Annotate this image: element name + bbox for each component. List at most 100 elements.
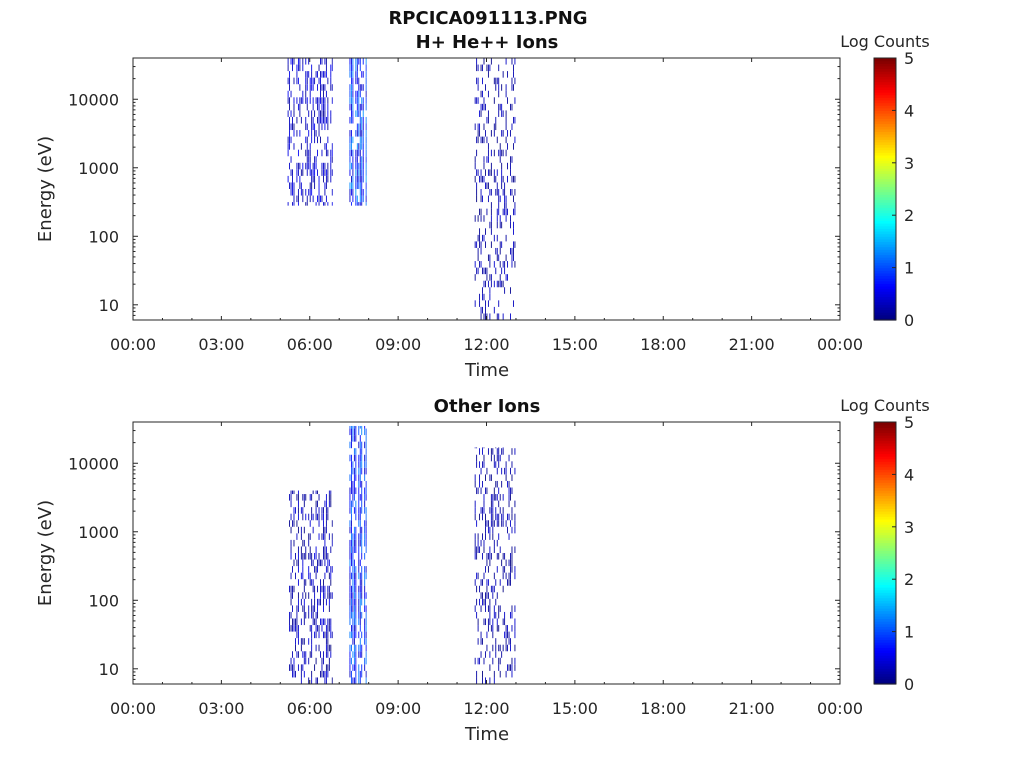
heatmap-cell bbox=[474, 546, 476, 553]
heatmap-cell bbox=[476, 611, 478, 619]
heatmap-cell bbox=[349, 579, 351, 586]
heatmap-cell bbox=[490, 130, 492, 137]
heatmap-cell bbox=[302, 572, 304, 580]
heatmap-cell bbox=[349, 143, 351, 150]
colorbar-segment bbox=[874, 123, 896, 127]
heatmap-cell bbox=[511, 553, 513, 560]
colorbar-segment bbox=[874, 259, 896, 263]
heatmap-cell bbox=[489, 559, 491, 567]
heatmap-cell bbox=[350, 461, 352, 468]
heatmap-cell bbox=[330, 644, 332, 652]
colorbar-segment bbox=[874, 555, 896, 559]
heatmap-cell bbox=[299, 84, 301, 91]
heatmap-cell bbox=[499, 507, 501, 514]
heatmap-cell bbox=[330, 651, 332, 658]
heatmap-cell bbox=[293, 123, 295, 131]
heatmap-cell bbox=[297, 77, 299, 85]
heatmap-cell bbox=[318, 116, 320, 124]
heatmap-cell bbox=[476, 585, 478, 593]
heatmap-cell bbox=[498, 64, 500, 72]
heatmap-cell bbox=[321, 513, 323, 521]
colorbar-tick-label: 3 bbox=[904, 518, 914, 537]
heatmap-cell bbox=[323, 90, 324, 98]
heatmap-cell bbox=[487, 64, 489, 72]
heatmap-cell bbox=[312, 490, 314, 495]
heatmap-cell bbox=[365, 487, 367, 495]
heatmap-cell bbox=[303, 526, 305, 534]
heatmap-cell bbox=[305, 149, 307, 157]
heatmap-cell bbox=[477, 254, 479, 262]
heatmap-cell bbox=[514, 566, 516, 573]
colorbar-segment bbox=[874, 199, 896, 203]
heatmap-cell bbox=[311, 513, 313, 521]
heatmap-cell bbox=[490, 58, 492, 65]
colorbar-frame bbox=[873, 57, 897, 321]
heatmap-cell bbox=[350, 162, 352, 170]
heatmap-cell bbox=[352, 110, 354, 117]
heatmap-cell bbox=[325, 169, 327, 176]
heatmap-cell bbox=[331, 97, 333, 104]
heatmap-cell bbox=[327, 664, 329, 671]
heatmap-cell bbox=[510, 644, 511, 652]
heatmap-cell bbox=[311, 677, 313, 684]
heatmap-cell bbox=[365, 202, 367, 206]
heatmap-cell bbox=[305, 611, 307, 619]
heatmap-cell bbox=[362, 195, 364, 203]
heatmap-cell bbox=[502, 208, 504, 216]
heatmap-cell bbox=[479, 110, 481, 117]
heatmap-cell bbox=[477, 572, 479, 580]
heatmap-cell bbox=[358, 670, 360, 678]
heatmap-cell bbox=[323, 618, 324, 626]
heatmap-cell bbox=[352, 533, 354, 540]
heatmap-cell bbox=[477, 539, 479, 547]
colorbar-segment bbox=[874, 175, 896, 180]
heatmap-cell bbox=[365, 480, 367, 488]
heatmap-cell bbox=[485, 474, 486, 481]
heatmap-cell bbox=[358, 428, 360, 436]
heatmap-cell bbox=[296, 116, 298, 124]
heatmap-cell bbox=[328, 533, 330, 540]
heatmap-cell bbox=[293, 182, 295, 189]
heatmap-cell bbox=[290, 513, 292, 521]
heatmap-cell bbox=[498, 84, 500, 91]
heatmap-cell bbox=[302, 90, 304, 98]
heatmap-cell bbox=[293, 77, 295, 85]
colorbar-segment bbox=[874, 86, 896, 91]
heatmap-cell bbox=[297, 149, 299, 157]
y-tick-label: 100 bbox=[88, 591, 119, 610]
heatmap-cell bbox=[501, 467, 503, 475]
heatmap-cell bbox=[323, 202, 324, 206]
heatmap-cell bbox=[364, 467, 366, 475]
heatmap-cell bbox=[504, 189, 506, 196]
colorbar-segment bbox=[874, 634, 896, 638]
heatmap-cell bbox=[297, 500, 299, 508]
heatmap-cell bbox=[350, 559, 352, 567]
heatmap-cell bbox=[292, 189, 293, 196]
heatmap-cell bbox=[358, 425, 360, 429]
heatmap-cell bbox=[311, 189, 313, 196]
heatmap-cell bbox=[290, 539, 292, 547]
heatmap-cell bbox=[359, 103, 361, 111]
heatmap-cell bbox=[290, 526, 292, 534]
heatmap-cell bbox=[476, 189, 478, 196]
heatmap-cell bbox=[359, 435, 361, 442]
heatmap-cell bbox=[486, 116, 488, 124]
heatmap-cell bbox=[356, 97, 358, 104]
heatmap-cell bbox=[355, 467, 357, 475]
heatmap-cell bbox=[350, 454, 352, 462]
heatmap-cell bbox=[476, 677, 478, 684]
heatmap-cell bbox=[353, 651, 355, 658]
heatmap-cell bbox=[482, 579, 483, 586]
heatmap-cell bbox=[296, 494, 298, 501]
heatmap-cell bbox=[302, 664, 304, 671]
heatmap-cell bbox=[349, 507, 351, 514]
colorbar-segment bbox=[874, 301, 896, 305]
heatmap-cell bbox=[292, 182, 293, 189]
colorbar-segment bbox=[874, 228, 896, 232]
heatmap-cell bbox=[331, 631, 333, 639]
heatmap-cell bbox=[293, 130, 295, 137]
heatmap-cell bbox=[317, 103, 318, 111]
heatmap-cell bbox=[356, 202, 358, 206]
colorbar-segment bbox=[874, 254, 896, 258]
heatmap-cell bbox=[477, 84, 479, 91]
